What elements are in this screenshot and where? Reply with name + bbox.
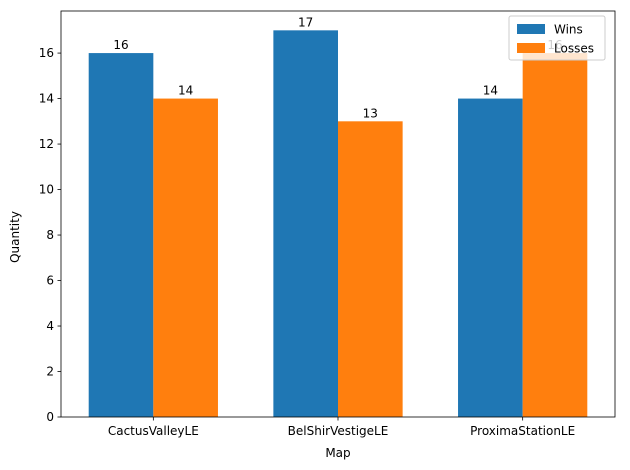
legend-label-losses: Losses	[554, 42, 594, 56]
x-tick-label: BelShirVestigeLE	[288, 424, 389, 438]
bar-losses-proximastationle	[522, 53, 588, 417]
y-tick-label: 16	[39, 46, 54, 60]
y-tick-label: 12	[39, 137, 54, 151]
y-axis-label: Quantity	[8, 211, 22, 263]
legend-swatch-losses	[517, 43, 545, 53]
legend: Wins Losses	[508, 15, 606, 61]
bar-wins-belshirvestigele	[273, 30, 338, 417]
y-tick-label: 8	[46, 228, 54, 242]
x-tick-label: ProximaStationLE	[470, 424, 575, 438]
bar-wins-proximastationle	[458, 98, 523, 417]
data-label: 16	[113, 38, 128, 52]
data-label: 17	[298, 15, 313, 29]
bar-losses-cactusvalleyle	[153, 98, 218, 417]
legend-swatch-wins	[517, 24, 545, 34]
bar-wins-cactusvalleyle	[88, 53, 154, 417]
data-label: 14	[178, 84, 193, 98]
data-label: 14	[483, 84, 498, 98]
data-label: 13	[363, 106, 378, 120]
y-tick-label: 6	[46, 274, 54, 288]
bar-losses-belshirvestigele	[338, 121, 403, 418]
legend-label-wins: Wins	[554, 23, 583, 37]
x-axis-label: Map	[325, 446, 350, 460]
y-tick-label: 4	[46, 319, 54, 333]
x-tick-label: CactusValleyLE	[108, 424, 199, 438]
bars-layer	[88, 30, 588, 418]
y-tick-label: 0	[46, 410, 54, 424]
y-tick-label: 2	[46, 365, 54, 379]
y-tick-label: 14	[39, 92, 54, 106]
axes-layer: 0 2 4 6 8 10 12 14 16 CactusValleyLE BelShirVestig…	[39, 10, 616, 438]
y-tick-label: 10	[39, 183, 54, 197]
